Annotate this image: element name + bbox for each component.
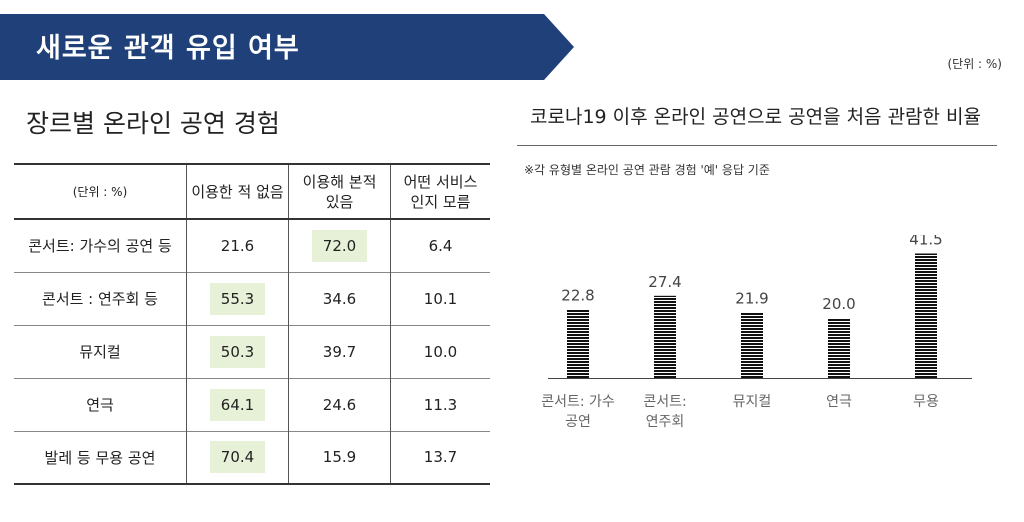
genre-cell: 콘서트: 가수의 공연 등	[28, 237, 172, 256]
x-tick-label-line: 뮤지컬	[732, 394, 772, 410]
value-cell: 13.7	[390, 431, 490, 484]
table-header-row: (단위 : %) 이용한 적 없음 이용해 본적 있음 어떤 서비스 인지 모름	[14, 164, 490, 219]
bar	[828, 318, 850, 378]
value-text: 55.3	[209, 282, 266, 315]
header-label-line: 인지 모름	[410, 192, 471, 211]
x-tick-label-line: 무용	[913, 394, 939, 410]
value-text: 10.0	[423, 342, 458, 361]
value-text: 11.3	[423, 395, 458, 414]
value-text: 10.1	[423, 289, 458, 308]
value-text: 13.7	[423, 448, 458, 467]
title-banner: 새로운 관객 유입 여부	[0, 14, 574, 80]
unit-note: (단위 : %)	[947, 57, 1002, 71]
bar	[654, 295, 676, 378]
value-cell: 21.6	[186, 219, 289, 272]
chart-title: 코로나19 이후 온라인 공연으로 공연을 처음 관람한 비율	[530, 106, 982, 128]
table-row: 콘서트: 가수의 공연 등 21.6 72.0 6.4	[14, 219, 490, 272]
value-text: 39.7	[322, 342, 357, 361]
header-used: 이용해 본적 있음	[288, 164, 391, 219]
header-label-line: 있음	[325, 192, 354, 211]
bar-value-label: 27.4	[648, 273, 681, 291]
genre-cell: 뮤지컬	[79, 343, 121, 361]
x-tick-label: 무용	[886, 392, 966, 412]
header-unknown-service: 어떤 서비스 인지 모름	[390, 164, 490, 219]
genre-cell: 발레 등 무용 공연	[44, 448, 156, 467]
value-text: 21.6	[220, 236, 255, 255]
value-text: 6.4	[428, 236, 453, 255]
genre-cell: 콘서트 : 연주회 등	[42, 290, 158, 308]
bar	[915, 253, 937, 378]
bar-value-label: 21.9	[735, 289, 768, 307]
value-cell: 10.1	[390, 272, 490, 325]
value-cell: 64.1	[186, 378, 289, 431]
value-cell: 50.3	[186, 325, 289, 378]
bar-value-label: 20.0	[822, 295, 855, 313]
value-cell: 70.4	[186, 431, 289, 484]
value-text: 34.6	[322, 289, 357, 308]
bar	[741, 312, 763, 378]
value-text: 72.0	[311, 229, 368, 262]
x-tick-label-line: 콘서트:	[643, 394, 687, 410]
x-tick-label-line: 연주회	[645, 414, 685, 430]
header-label-line: 이용한 적 없음	[191, 182, 284, 201]
x-tick-label-line: 콘서트: 가수	[541, 394, 615, 410]
value-text: 15.9	[322, 448, 357, 467]
x-tick-label: 연극	[799, 392, 879, 412]
table-row: 연극 64.1 24.6 11.3	[14, 378, 490, 431]
bar-value-label: 41.5	[909, 235, 942, 249]
value-cell: 10.0	[390, 325, 490, 378]
value-cell: 6.4	[390, 219, 490, 272]
value-text: 50.3	[209, 335, 266, 368]
table-unit-label: (단위 : %)	[72, 184, 128, 199]
value-cell: 55.3	[186, 272, 289, 325]
x-tick-label-line: 공연	[565, 414, 591, 430]
value-cell: 34.6	[288, 272, 391, 325]
table-row: 콘서트 : 연주회 등 55.3 34.6 10.1	[14, 272, 490, 325]
chart-title-divider	[517, 145, 997, 146]
first-time-viewers-bar-chart: 22.8 27.4 21.9 20.0 41.5	[548, 235, 972, 379]
chart-note: ※각 유형별 온라인 공연 관람 경험 '예' 응답 기준	[524, 163, 770, 177]
value-cell: 24.6	[288, 378, 391, 431]
value-cell: 72.0	[288, 219, 391, 272]
value-cell: 39.7	[288, 325, 391, 378]
header-label-line: 어떤 서비스	[403, 172, 478, 191]
header-never-used: 이용한 적 없음	[186, 164, 289, 219]
value-cell: 15.9	[288, 431, 391, 484]
table-row: 발레 등 무용 공연 70.4 15.9 13.7	[14, 431, 490, 484]
genre-experience-table: (단위 : %) 이용한 적 없음 이용해 본적 있음 어떤 서비스 인지 모름 콘…	[14, 163, 490, 485]
x-tick-label: 뮤지컬	[712, 392, 792, 412]
banner-arrow-shape	[0, 14, 574, 80]
value-text: 70.4	[209, 441, 266, 474]
banner-title: 새로운 관객 유입 여부	[36, 33, 300, 64]
x-tick-label: 콘서트: 연주회	[625, 392, 705, 432]
bar-value-label: 22.8	[561, 287, 594, 305]
x-tick-label-line: 연극	[826, 394, 852, 410]
bar	[567, 309, 589, 378]
left-section-title: 장르별 온라인 공연 경험	[26, 109, 280, 138]
value-text: 64.1	[209, 388, 266, 421]
value-text: 24.6	[322, 395, 357, 414]
value-cell: 11.3	[390, 378, 490, 431]
table-row: 뮤지컬 50.3 39.7 10.0	[14, 325, 490, 378]
header-label-line: 이용해 본적	[302, 172, 377, 191]
genre-cell: 연극	[86, 396, 114, 414]
